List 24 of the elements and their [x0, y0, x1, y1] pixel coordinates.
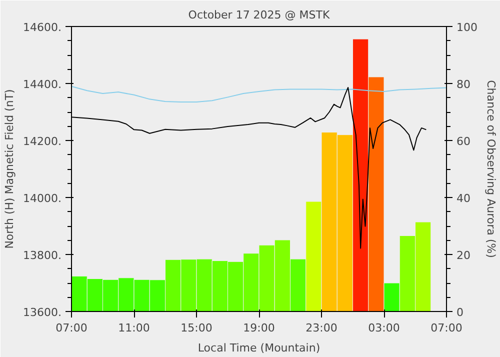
y-tick-label: 13600.	[23, 306, 62, 319]
y2-tick-label: 100	[456, 21, 478, 34]
y-tick-label: 14000.	[23, 192, 62, 205]
x-tick-label: 07:00	[56, 322, 88, 334]
y2-tick-label: 40	[456, 192, 470, 205]
x-tick-label: 11:00	[118, 322, 150, 334]
y-tick-label: 14400.	[23, 78, 62, 91]
y-tick-label: 14200.	[23, 135, 62, 148]
y2-tick-label: 20	[456, 249, 470, 262]
x-tick-label: 07:00	[430, 322, 462, 334]
x-tick-label: 15:00	[180, 322, 212, 334]
x-tick-label: 03:00	[368, 322, 400, 334]
chart-title: October 17 2025 @ MSTK	[188, 8, 330, 22]
y2-tick-label: 60	[456, 135, 470, 148]
y2-tick-label: 80	[456, 78, 470, 91]
x-tick-label: 23:00	[306, 322, 338, 334]
y-axis-title: North (H) Magnetic Field (nT)	[3, 89, 16, 249]
x-axis-title: Local Time (Mountain)	[198, 342, 320, 354]
y-tick-label: 13800.	[23, 249, 62, 262]
x-tick-label: 19:00	[243, 322, 275, 334]
y2-tick-label: 0	[456, 306, 464, 319]
y-tick-label: 14600.	[23, 21, 62, 34]
line-series	[72, 86, 446, 103]
y2-axis-title: Chance of Observing Aurora (%)	[484, 80, 498, 258]
